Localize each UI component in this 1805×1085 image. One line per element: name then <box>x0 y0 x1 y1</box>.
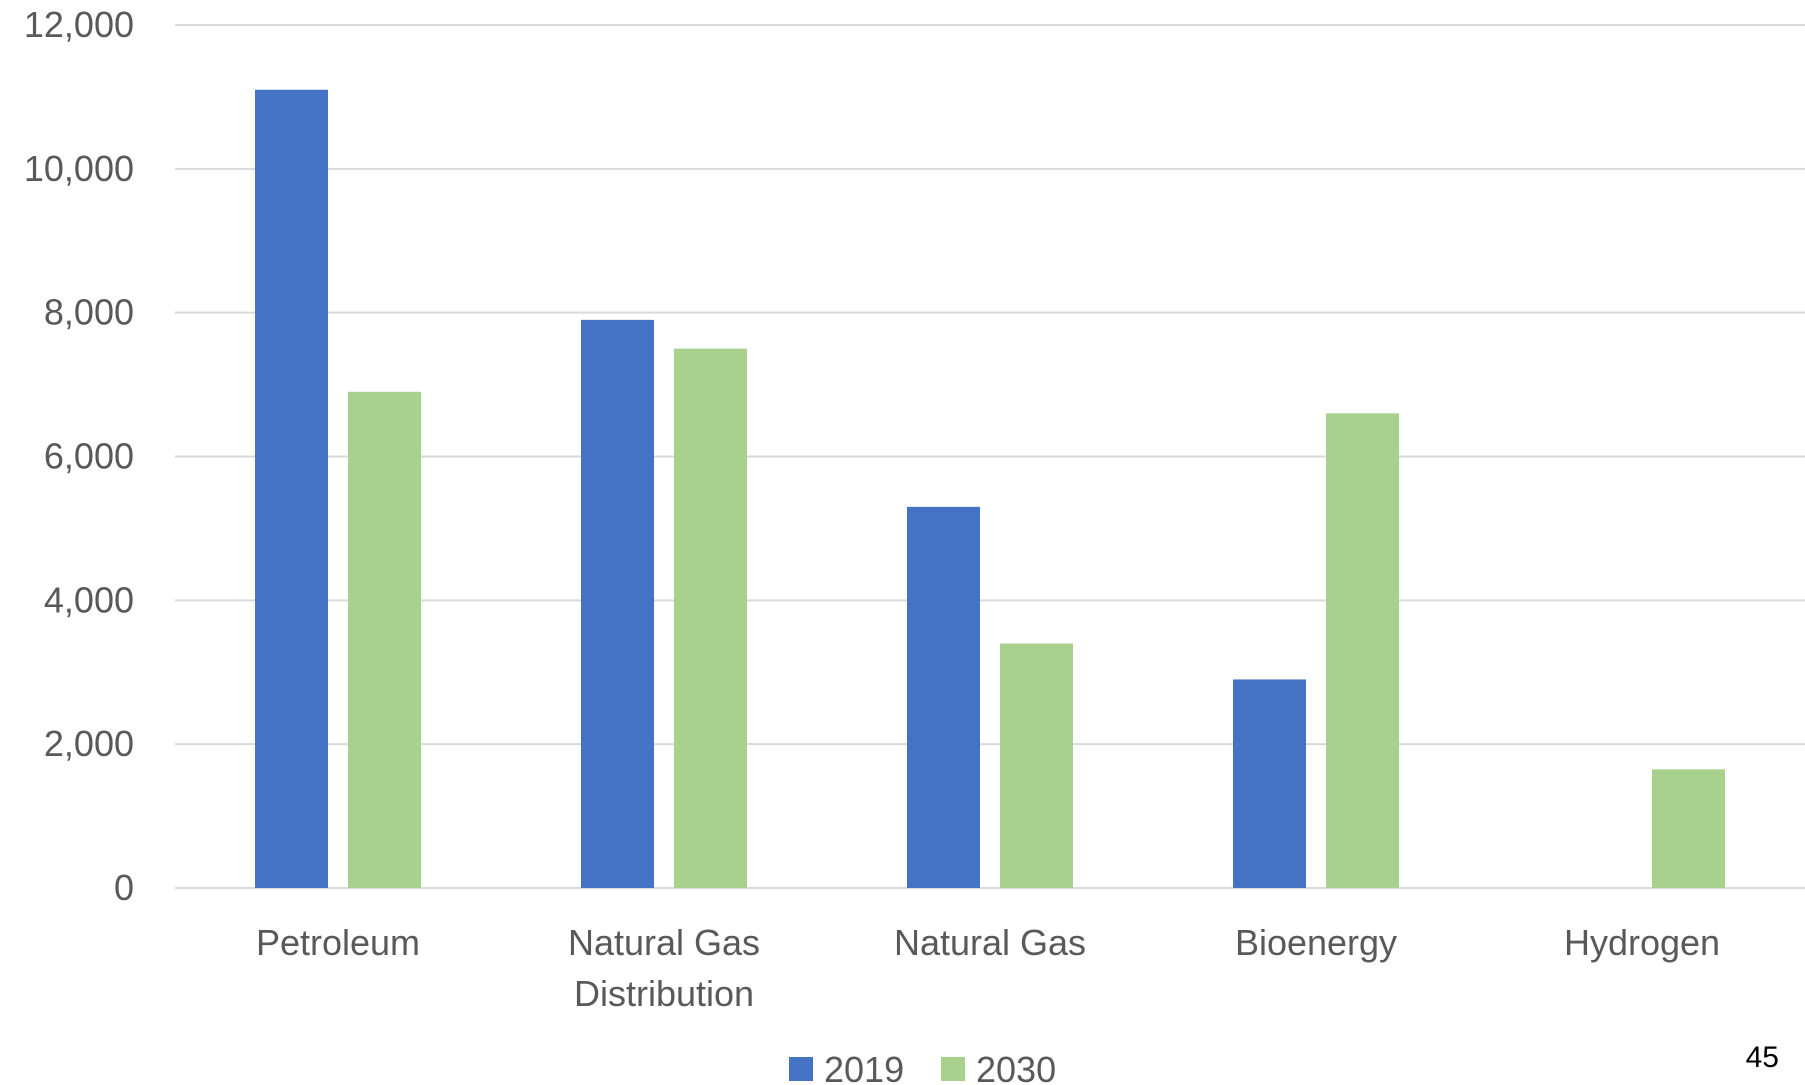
page-number: 45 <box>1745 1041 1779 1074</box>
x-category-label: Bioenergy <box>1235 922 1397 963</box>
bar-2030-5 <box>1652 769 1725 888</box>
y-axis-tick-labels: 0 2,000 4,000 6,000 8,000 10,000 12,000 <box>24 4 134 908</box>
x-axis-category-labels: Petroleum Natural Gas Distribution Natural … <box>256 922 1720 1014</box>
y-tick-label: 0 <box>114 867 134 908</box>
bar-2019-2 <box>581 319 654 888</box>
legend-label-2030: 2030 <box>976 1049 1056 1085</box>
y-tick-label: 6,000 <box>44 436 134 477</box>
gridlines <box>175 24 1805 889</box>
bar-2030-4 <box>1326 413 1399 888</box>
y-tick-label: 2,000 <box>44 723 134 764</box>
x-category-label: Natural Gas <box>568 922 760 963</box>
bar-2019-1 <box>255 89 328 889</box>
bar-2019-4 <box>1233 679 1306 888</box>
bar-2030-3 <box>1000 643 1073 888</box>
x-category-label: Hydrogen <box>1564 922 1720 963</box>
legend-label-2019: 2019 <box>824 1049 904 1085</box>
y-tick-label: 8,000 <box>44 292 134 333</box>
y-tick-label: 12,000 <box>24 4 134 45</box>
y-tick-label: 4,000 <box>44 579 134 620</box>
bars <box>255 89 1725 889</box>
x-category-label: Petroleum <box>256 922 420 963</box>
y-tick-label: 10,000 <box>24 148 134 189</box>
legend: 2019 2030 <box>789 1049 1056 1085</box>
bar-2030-2 <box>674 348 747 888</box>
x-category-label: Distribution <box>574 973 754 1014</box>
legend-swatch-2019 <box>789 1057 813 1081</box>
bar-2030-1 <box>348 391 421 888</box>
legend-swatch-2030 <box>941 1057 965 1081</box>
bar-2019-3 <box>907 506 980 888</box>
x-category-label: Natural Gas <box>894 922 1086 963</box>
